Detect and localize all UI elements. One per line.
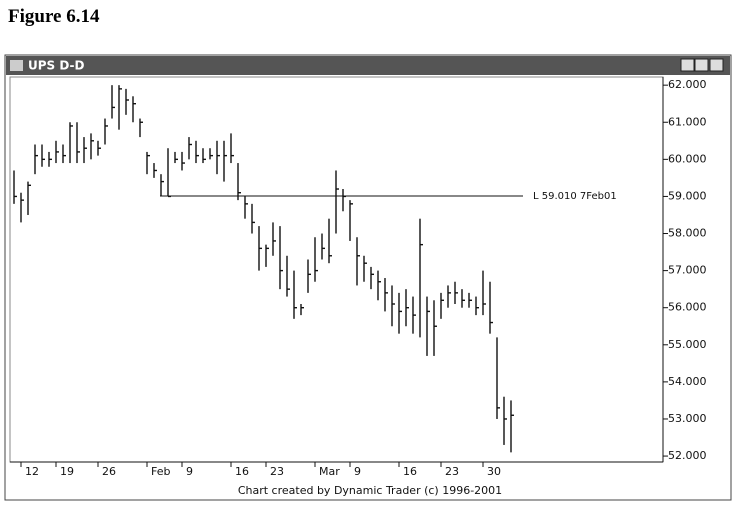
window-icon [10, 60, 23, 71]
y-tick-label: 62.000 [668, 78, 707, 91]
y-tick-label: 57.000 [668, 264, 707, 277]
figure-label: Figure 6.14 [8, 6, 100, 27]
x-tick-label: 16 [403, 465, 417, 478]
y-tick-label: 59.000 [668, 189, 707, 202]
x-tick-label: 26 [102, 465, 116, 478]
y-tick-label: 60.000 [668, 152, 707, 165]
x-tick-label: 23 [445, 465, 459, 478]
close-button[interactable] [709, 58, 724, 72]
window-title: UPS D-D [28, 59, 85, 73]
x-tick-label: Mar [319, 465, 340, 478]
x-tick-label: Feb [151, 465, 170, 478]
window-frame [4, 54, 732, 501]
x-tick-label: 23 [270, 465, 284, 478]
y-tick-label: 61.000 [668, 115, 707, 128]
footer: Chart created by Dynamic Trader (c) 1996… [238, 484, 502, 497]
y-tick-label: 58.000 [668, 227, 707, 240]
x-tick-label: 30 [487, 465, 501, 478]
y-tick-label: 52.000 [668, 449, 707, 462]
x-tick-label: 12 [25, 465, 39, 478]
x-tick-label: 9 [354, 465, 361, 478]
minimize-button[interactable] [680, 58, 695, 72]
y-tick-label: 56.000 [668, 301, 707, 314]
maximize-button[interactable] [694, 58, 709, 72]
x-tick-label: 19 [60, 465, 74, 478]
x-tick-label: 9 [186, 465, 193, 478]
level-label: L 59.010 7Feb01 [533, 191, 617, 202]
y-tick-label: 54.000 [668, 375, 707, 388]
y-tick-label: 53.000 [668, 412, 707, 425]
y-tick-label: 55.000 [668, 338, 707, 351]
title-bar [6, 56, 730, 75]
x-tick-label: 16 [235, 465, 249, 478]
